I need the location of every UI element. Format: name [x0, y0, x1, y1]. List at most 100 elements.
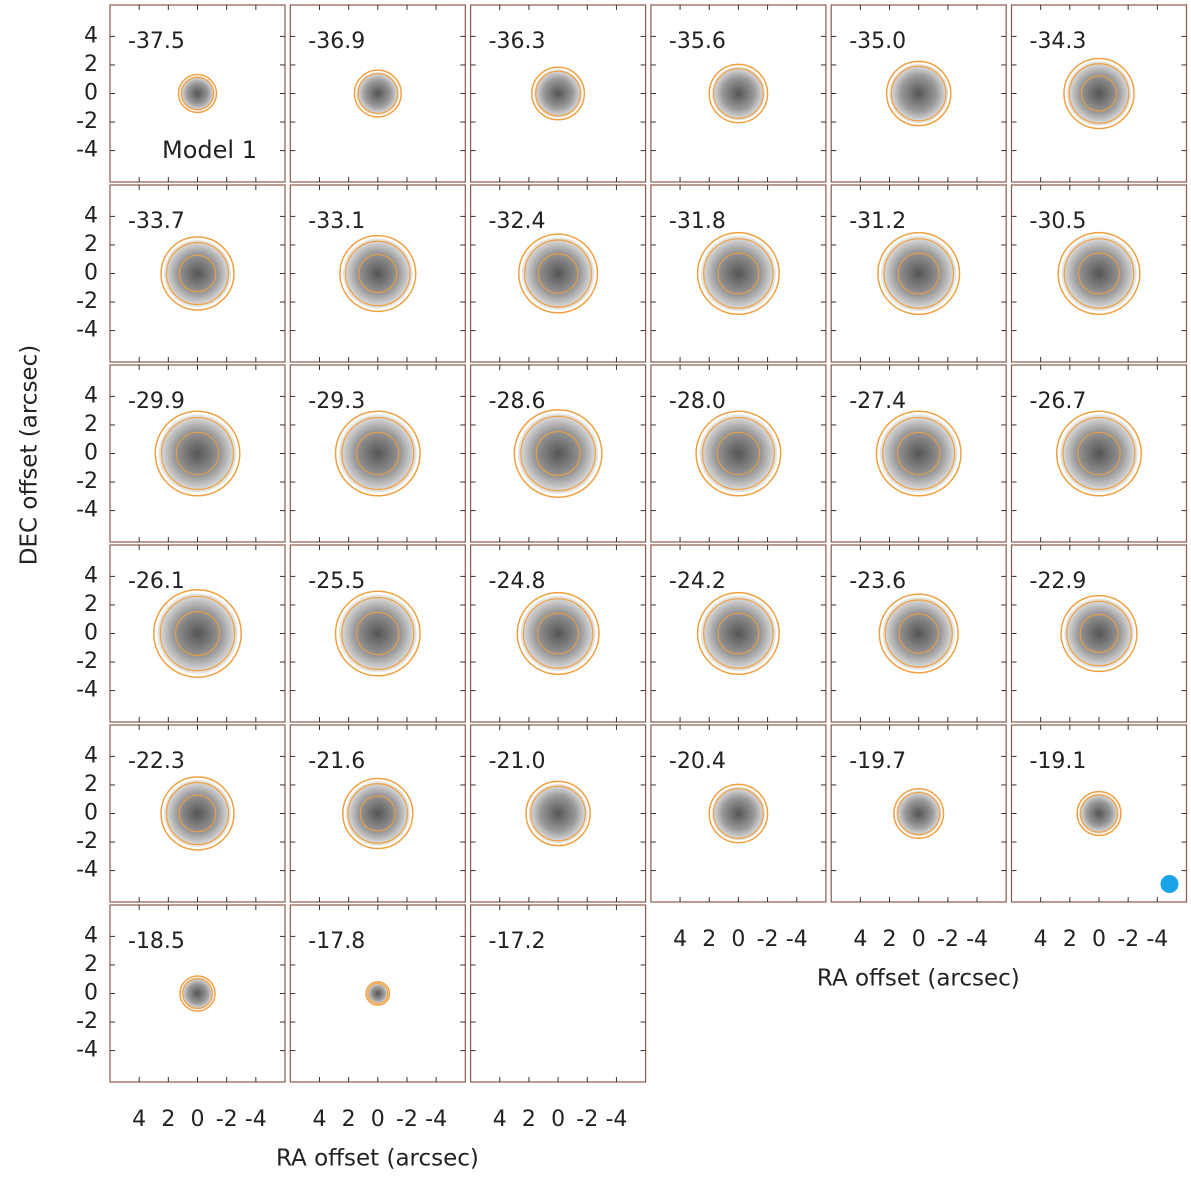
x-tick-label: -4 — [425, 1107, 447, 1132]
contour — [160, 236, 235, 311]
emission — [533, 69, 583, 118]
contour — [893, 787, 945, 840]
channel-label: -32.4 — [489, 209, 546, 234]
contour — [884, 599, 953, 668]
contour — [701, 416, 775, 491]
emission — [1064, 598, 1134, 669]
x-tick-label: -2 — [576, 1107, 598, 1132]
contour — [890, 65, 947, 122]
contour — [898, 613, 939, 654]
contour — [367, 982, 389, 1005]
contour — [537, 253, 579, 294]
contour — [516, 591, 600, 676]
contour — [517, 233, 599, 314]
emission — [1066, 61, 1132, 126]
contour — [1077, 431, 1121, 476]
contour — [357, 73, 399, 114]
x-tick-label: 2 — [161, 1107, 175, 1132]
contour — [339, 234, 417, 313]
emission — [163, 779, 232, 848]
contour — [877, 231, 961, 316]
contour — [1068, 63, 1130, 124]
contour — [696, 591, 780, 676]
contour — [356, 611, 400, 656]
x-tick-label: 4 — [132, 1107, 146, 1132]
x-tick-label: -4 — [1146, 927, 1168, 952]
emission — [881, 235, 957, 312]
contour — [358, 254, 398, 293]
emission — [528, 783, 588, 844]
contour — [165, 241, 230, 306]
channel-label: -19.7 — [849, 749, 906, 774]
channel-label: -36.3 — [489, 29, 546, 54]
y-tick-label: 0 — [84, 801, 98, 826]
contour — [153, 589, 242, 678]
emission — [895, 790, 942, 837]
x-tick-label: 0 — [551, 1107, 565, 1132]
emission — [158, 414, 237, 493]
contour — [716, 431, 761, 476]
contour — [717, 612, 760, 655]
y-tick-label: 2 — [84, 232, 98, 257]
y-tick-label: 4 — [84, 383, 98, 408]
y-tick-label: 4 — [84, 203, 98, 228]
channel-label: -28.6 — [489, 389, 546, 414]
x-tick-label: 0 — [731, 927, 745, 952]
x-tick-label: 2 — [1063, 927, 1077, 952]
y-tick-label: 0 — [84, 981, 98, 1006]
contour — [696, 231, 780, 316]
emission — [521, 237, 595, 310]
emission — [882, 597, 955, 670]
emission — [700, 235, 776, 312]
contour — [359, 795, 396, 832]
contour — [1060, 594, 1138, 673]
x-tick-label: 2 — [522, 1107, 536, 1132]
x-tick-label: -2 — [1117, 927, 1139, 952]
channel-label: -19.1 — [1030, 749, 1087, 774]
y-tick-label: -4 — [76, 1038, 98, 1063]
emission — [367, 982, 389, 1005]
emission — [338, 414, 417, 493]
contour — [175, 431, 220, 476]
contour — [175, 611, 220, 656]
contour — [717, 252, 760, 295]
contour — [713, 68, 764, 119]
contour — [703, 598, 774, 669]
contour — [522, 598, 594, 669]
contour — [356, 431, 400, 476]
x-tick-label: 4 — [312, 1107, 326, 1132]
y-tick-label: 0 — [84, 81, 98, 106]
contour — [1063, 238, 1135, 309]
x-tick-label: -2 — [757, 927, 779, 952]
contour — [1057, 231, 1141, 316]
contour — [524, 239, 593, 308]
contour — [342, 777, 414, 850]
contour — [179, 975, 216, 1012]
channel-label: -35.0 — [849, 29, 906, 54]
channel-label: -34.3 — [1030, 29, 1087, 54]
contour — [897, 791, 941, 836]
contour — [334, 590, 421, 677]
emission — [711, 66, 766, 121]
contour — [154, 410, 241, 497]
channel-label: -30.5 — [1030, 209, 1087, 234]
contour — [341, 596, 415, 671]
channel-label: -24.8 — [489, 569, 546, 594]
y-tick-label: 0 — [84, 621, 98, 646]
emission — [181, 977, 214, 1010]
contour — [531, 66, 586, 121]
contour — [897, 252, 940, 295]
channel-label: -36.9 — [308, 29, 365, 54]
x-tick-label: -4 — [786, 927, 808, 952]
emission — [520, 595, 596, 672]
x-tick-label: 4 — [493, 1107, 507, 1132]
y-tick-label: -2 — [76, 649, 98, 674]
x-tick-label: 4 — [673, 927, 687, 952]
contour — [530, 785, 586, 842]
x-tick-label: 4 — [1034, 927, 1048, 952]
contour — [1081, 75, 1117, 112]
contour — [1076, 790, 1122, 837]
emission — [338, 594, 417, 673]
emission — [157, 593, 238, 674]
contour — [695, 410, 782, 497]
